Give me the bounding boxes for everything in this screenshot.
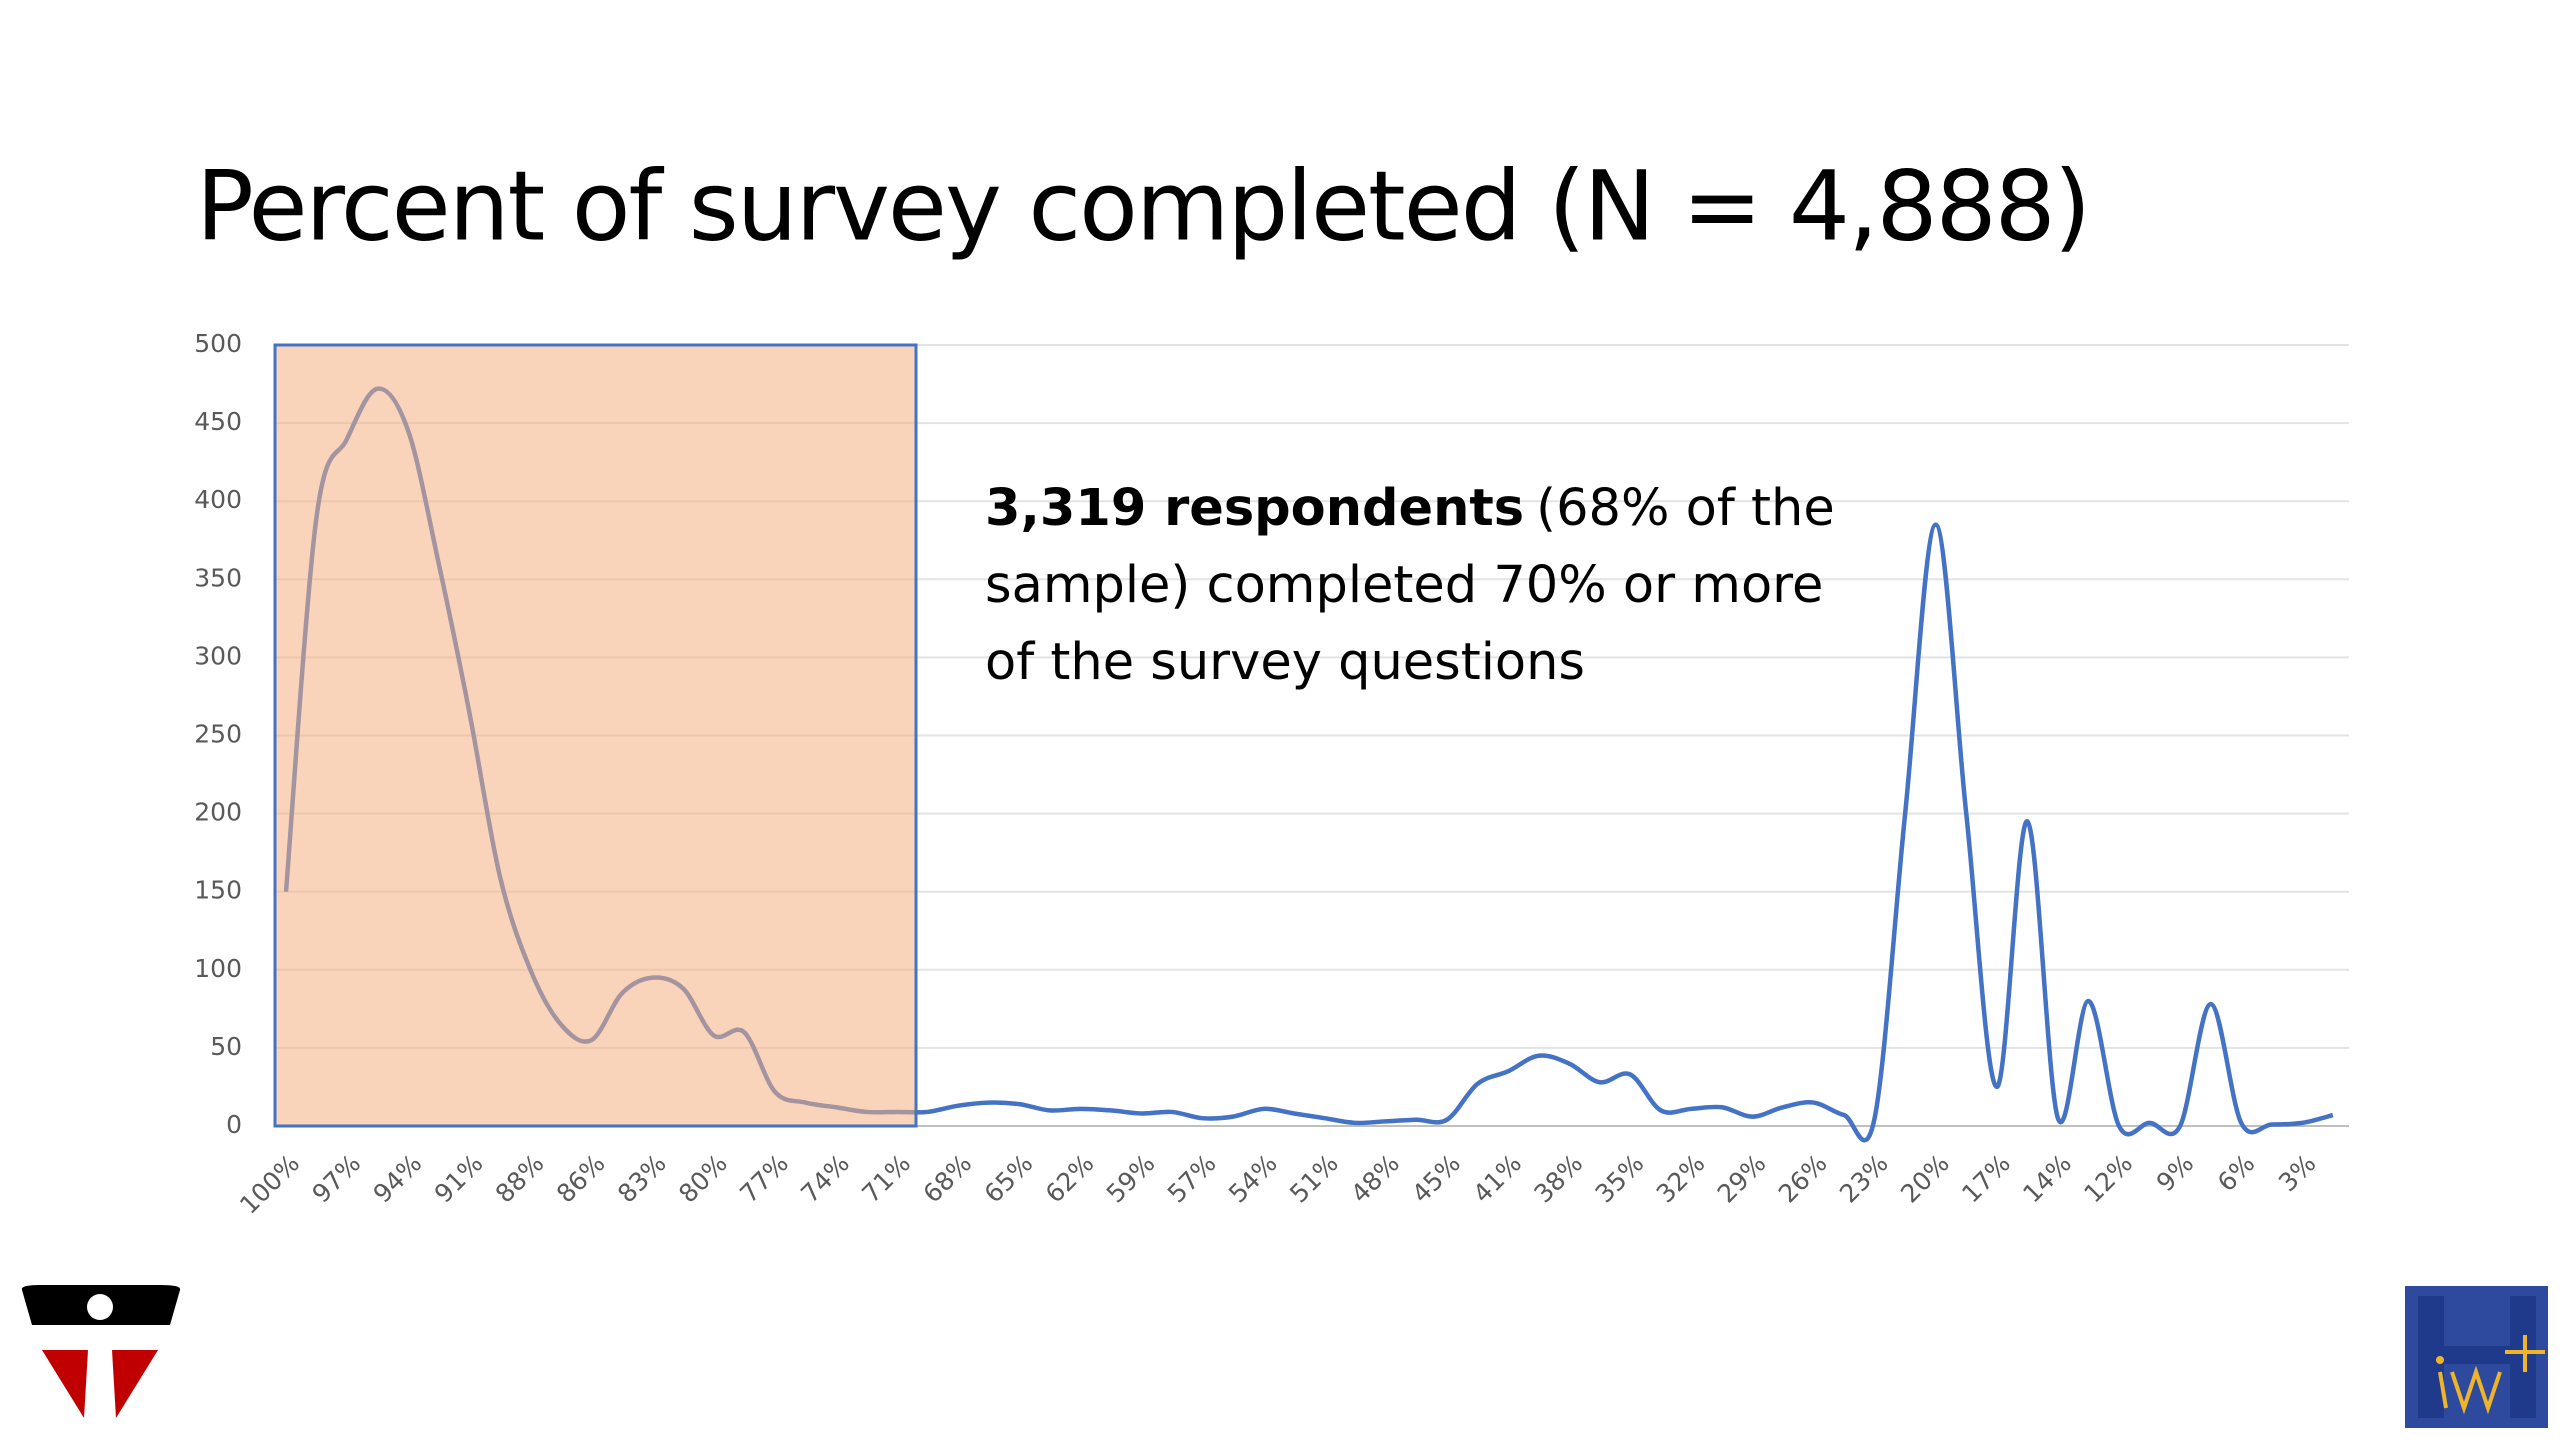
annotation-bold: 3,319 respondents	[985, 479, 1525, 538]
x-tick-label: 54%	[1223, 1149, 1283, 1209]
x-tick-label: 86%	[551, 1149, 611, 1209]
x-tick-label: 23%	[1834, 1149, 1894, 1209]
x-tick-label: 14%	[2017, 1149, 2077, 1209]
y-tick-label: 350	[194, 563, 242, 592]
x-tick-label: 20%	[1895, 1149, 1955, 1209]
x-tick-label: 65%	[979, 1149, 1039, 1209]
x-tick-label: 38%	[1528, 1149, 1588, 1209]
x-tick-label: 88%	[490, 1149, 550, 1209]
x-tick-label: 48%	[1345, 1149, 1405, 1209]
x-tick-label: 62%	[1040, 1149, 1100, 1209]
x-tick-label: 80%	[673, 1149, 733, 1209]
x-tick-label: 6%	[2212, 1149, 2261, 1198]
x-tick-label: 32%	[1651, 1149, 1711, 1209]
y-tick-label: 100	[194, 954, 242, 983]
x-tick-label: 100%	[234, 1149, 305, 1220]
y-tick-label: 200	[194, 798, 242, 827]
x-tick-label: 26%	[1773, 1149, 1833, 1209]
y-tick-label: 250	[194, 720, 242, 749]
x-tick-label: 91%	[429, 1149, 489, 1209]
y-tick-label: 150	[194, 876, 242, 905]
y-tick-label: 450	[194, 407, 242, 436]
x-tick-label: 83%	[612, 1149, 672, 1209]
logo-left	[21, 1285, 181, 1418]
x-tick-label: 57%	[1162, 1149, 1222, 1209]
y-tick-label: 400	[194, 485, 242, 514]
y-tick-label: 500	[194, 329, 242, 358]
x-tick-label: 12%	[2078, 1149, 2138, 1209]
x-tick-label: 45%	[1406, 1149, 1466, 1209]
y-tick-label: 300	[194, 641, 242, 670]
x-tick-label: 77%	[734, 1149, 794, 1209]
x-tick-label: 94%	[368, 1149, 428, 1209]
plot	[273, 343, 2334, 1143]
x-tick-label: 35%	[1590, 1149, 1650, 1209]
x-tick-label: 59%	[1101, 1149, 1161, 1209]
logo-right	[2405, 1286, 2548, 1428]
x-tick-label: 29%	[1712, 1149, 1772, 1209]
x-tick-label: 71%	[856, 1149, 916, 1209]
labels: 0 50 100 150 200 250 300 350 400 450 500 100% 97% 94%…	[194, 329, 2321, 1220]
annotation: 3,319 respondents (68% of the sample) com…	[985, 470, 1845, 701]
annotation-text: (68% of the sample) completed 70% or mor…	[985, 479, 1835, 692]
x-tick-label: 74%	[795, 1149, 855, 1209]
highlight-box	[273, 343, 918, 1128]
y-tick-label: 50	[210, 1032, 242, 1061]
x-tick-label: 3%	[2273, 1149, 2322, 1198]
chart-title: Percent of survey completed (N = 4,888)	[196, 150, 2089, 262]
x-tick-label: 51%	[1284, 1149, 1344, 1209]
y-tick-label: 0	[226, 1110, 242, 1139]
x-tick-label: 41%	[1467, 1149, 1527, 1209]
x-tick-label: 68%	[917, 1149, 977, 1209]
x-tick-label: 97%	[306, 1149, 366, 1209]
x-tick-label: 17%	[1956, 1149, 2016, 1209]
x-tick-label: 9%	[2151, 1149, 2200, 1198]
